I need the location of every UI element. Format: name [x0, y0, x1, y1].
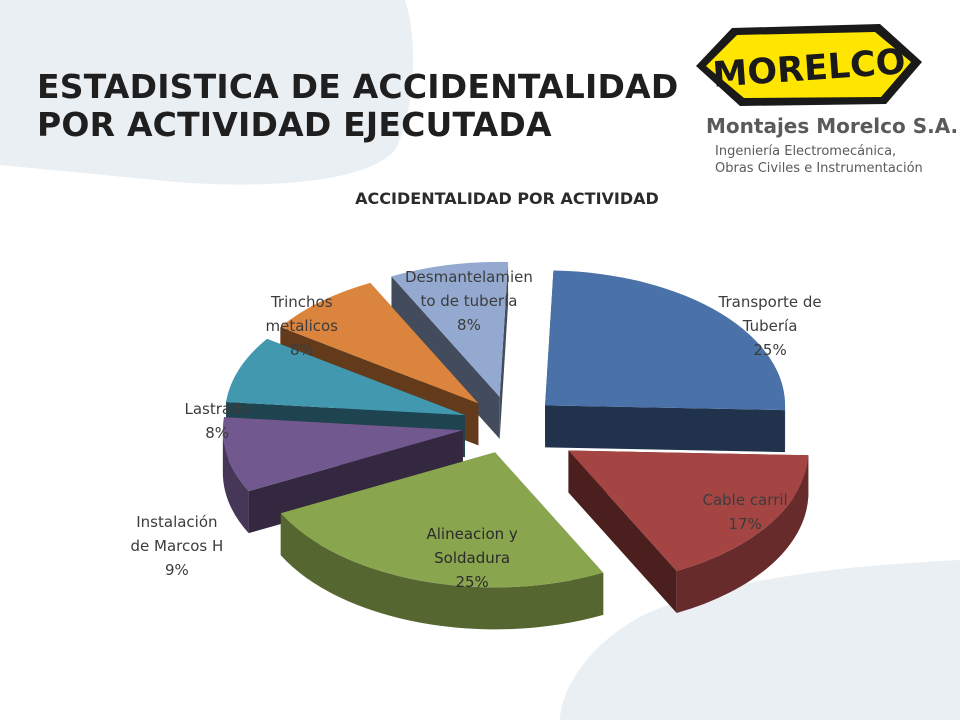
company-logo: MORELCO Montajes Morelco S.A. Ingeniería… — [690, 18, 958, 178]
pie-slice-label-line: Trinchos — [270, 293, 333, 311]
pie-slice-label-line: Instalación — [136, 513, 218, 531]
pie-slice-wall — [545, 405, 785, 453]
pie-slice-top — [226, 338, 465, 416]
pie-slice-label-line: de Marcos H — [130, 537, 224, 555]
pie-slice-value-label: 8% — [457, 316, 481, 334]
company-tagline: Ingeniería Electromecánica, Obras Civile… — [715, 143, 923, 177]
slide-title-line-1: ESTADISTICA DE ACCIDENTALIDAD — [37, 67, 679, 106]
chart-title: ACCIDENTALIDAD POR ACTIVIDAD — [355, 189, 659, 208]
morelco-logo-icon: MORELCO — [696, 24, 922, 106]
pie-slice-side — [280, 513, 604, 630]
pie-slice-label: Trinchos metalicos 8% — [266, 290, 339, 362]
pie-slice-side — [676, 455, 809, 614]
pie-slice-label: Desmantelamien to de tubería 8% — [405, 265, 533, 337]
company-tagline-line-2: Obras Civiles e Instrumentación — [715, 161, 923, 176]
pie-slice-label: Lastrado 8% — [185, 397, 250, 445]
pie-slice — [568, 450, 809, 614]
pie-slice — [280, 452, 604, 630]
pie-slice-label: Transporte de Tubería 25% — [719, 290, 822, 362]
pie-slice-label-line: Transporte de — [718, 293, 822, 311]
pie-slice-label-line: Tubería — [742, 317, 798, 335]
pie-slice-value-label: 25% — [753, 341, 787, 359]
pie-slice-label-line: Desmantelamien — [405, 268, 533, 286]
pie-slice-top — [280, 452, 604, 588]
slide-title: ESTADISTICA DE ACCIDENTALIDAD POR ACTIVI… — [37, 68, 678, 144]
pie-slice-label: Cable carril 17% — [703, 488, 788, 536]
pie-slice-label-line: Soldadura — [434, 549, 511, 567]
pie-slice-label-line: metalicos — [265, 317, 339, 335]
pie-slice-top — [391, 261, 509, 397]
pie-slice-wall — [499, 261, 509, 439]
pie-slice-label-line: Lastrado — [184, 400, 250, 418]
pie-slice — [545, 270, 786, 453]
pie-slice-value-label: 9% — [164, 561, 189, 579]
pie-slice-label: Instalación de Marcos H 9% — [131, 510, 224, 582]
pie-slice-label-line: Cable carril — [702, 491, 788, 509]
pie-slice-value-label: 8% — [205, 424, 230, 442]
pie-slice-label-line: Alineacion y — [426, 525, 518, 543]
background-shape-top — [0, 0, 414, 185]
pie-slice-wall — [568, 450, 677, 614]
pie-slice-side — [222, 430, 249, 534]
pie-slice-top — [545, 270, 786, 411]
pie-slice-label: Alineacion y Soldadura 25% — [427, 522, 518, 594]
pie-slice-label-line: to de tubería — [420, 292, 518, 310]
company-tagline-line-1: Ingeniería Electromecánica, — [715, 144, 897, 159]
pie-slice-value-label: 17% — [728, 515, 762, 533]
background-shape-bottom — [560, 560, 960, 720]
company-name: Montajes Morelco S.A. — [706, 114, 959, 138]
pie-slice-top — [568, 450, 809, 572]
pie-slice-value-label: 25% — [455, 573, 489, 591]
pie-slice-value-label: 8% — [289, 341, 314, 359]
slide-title-line-2: POR ACTIVIDAD EJECUTADA — [37, 105, 552, 144]
pie-slice-top — [222, 417, 463, 492]
logo-hexagon-inner — [706, 32, 911, 98]
pie-slice-top — [280, 282, 479, 404]
